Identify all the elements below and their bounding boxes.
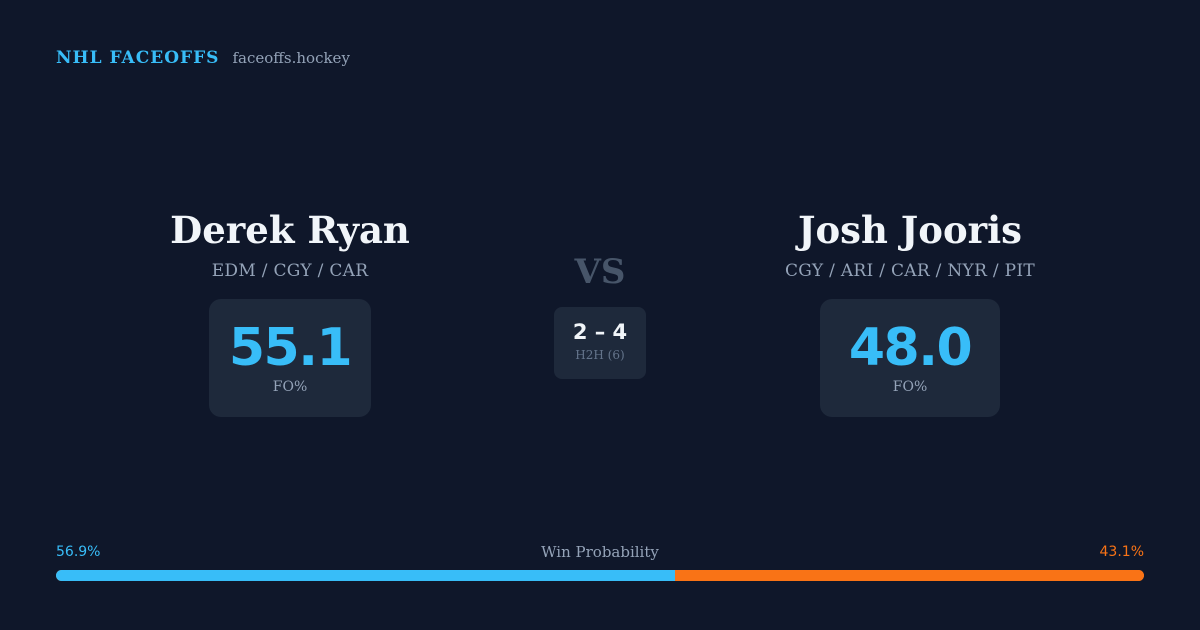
player-left-panel: Derek Ryan EDM / CGY / CAR 55.1 FO% bbox=[90, 205, 490, 417]
win-prob-bar-right bbox=[675, 570, 1144, 581]
player-right-fo-value: 48.0 bbox=[848, 318, 973, 378]
player-right-teams: CGY / ARI / CAR / NYR / PIT bbox=[784, 261, 1036, 281]
brand-header: NHL FACEOFFS faceoffs.hockey bbox=[56, 48, 350, 68]
vs-label: VS bbox=[574, 252, 626, 292]
win-prob-left-value: 56.9% bbox=[56, 544, 101, 560]
player-left-fo-card: 55.1 FO% bbox=[209, 299, 371, 417]
h2h-label: H2H (6) bbox=[575, 348, 625, 362]
player-left-teams: EDM / CGY / CAR bbox=[211, 261, 369, 281]
win-prob-bar-left bbox=[56, 570, 676, 581]
win-prob-title: Win Probability bbox=[541, 543, 659, 561]
player-right-panel: Josh Jooris CGY / ARI / CAR / NYR / PIT … bbox=[710, 205, 1110, 417]
win-prob-bar bbox=[56, 570, 1144, 581]
h2h-card: 2 – 4 H2H (6) bbox=[554, 307, 646, 379]
player-right-name: Josh Jooris bbox=[797, 208, 1023, 252]
player-left-fo-label: FO% bbox=[272, 379, 308, 395]
player-left-name: Derek Ryan bbox=[170, 208, 410, 252]
brand-title: NHL FACEOFFS bbox=[56, 48, 220, 68]
player-right-fo-label: FO% bbox=[892, 379, 928, 395]
brand-site: faceoffs.hockey bbox=[232, 49, 350, 67]
player-left-fo-value: 55.1 bbox=[228, 318, 353, 378]
h2h-score: 2 – 4 bbox=[572, 320, 628, 344]
win-prob-right-value: 43.1% bbox=[1099, 544, 1144, 560]
player-right-fo-card: 48.0 FO% bbox=[820, 299, 1000, 417]
